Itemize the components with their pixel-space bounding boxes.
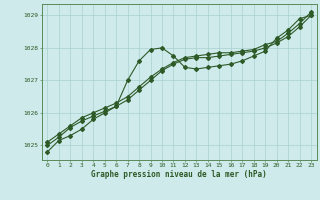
X-axis label: Graphe pression niveau de la mer (hPa): Graphe pression niveau de la mer (hPa): [91, 170, 267, 179]
